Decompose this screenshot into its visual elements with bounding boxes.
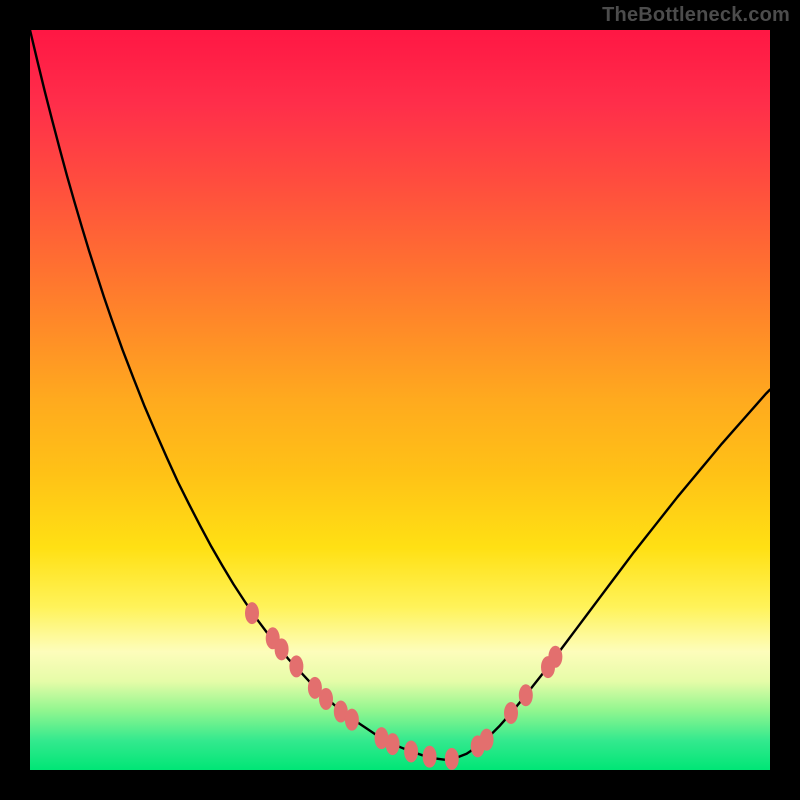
marker-point: [289, 655, 303, 677]
marker-point: [445, 748, 459, 770]
plot-area: [30, 30, 770, 770]
marker-point: [423, 746, 437, 768]
marker-point: [386, 733, 400, 755]
marker-point: [245, 602, 259, 624]
marker-point: [519, 684, 533, 706]
marker-point: [480, 729, 494, 751]
watermark-text: TheBottleneck.com: [602, 4, 790, 27]
marker-point: [404, 741, 418, 763]
marker-point: [275, 638, 289, 660]
marker-point: [319, 688, 333, 710]
chart-frame: TheBottleneck.com: [0, 0, 800, 800]
marker-point: [504, 702, 518, 724]
marker-point: [345, 709, 359, 731]
marker-point: [548, 646, 562, 668]
